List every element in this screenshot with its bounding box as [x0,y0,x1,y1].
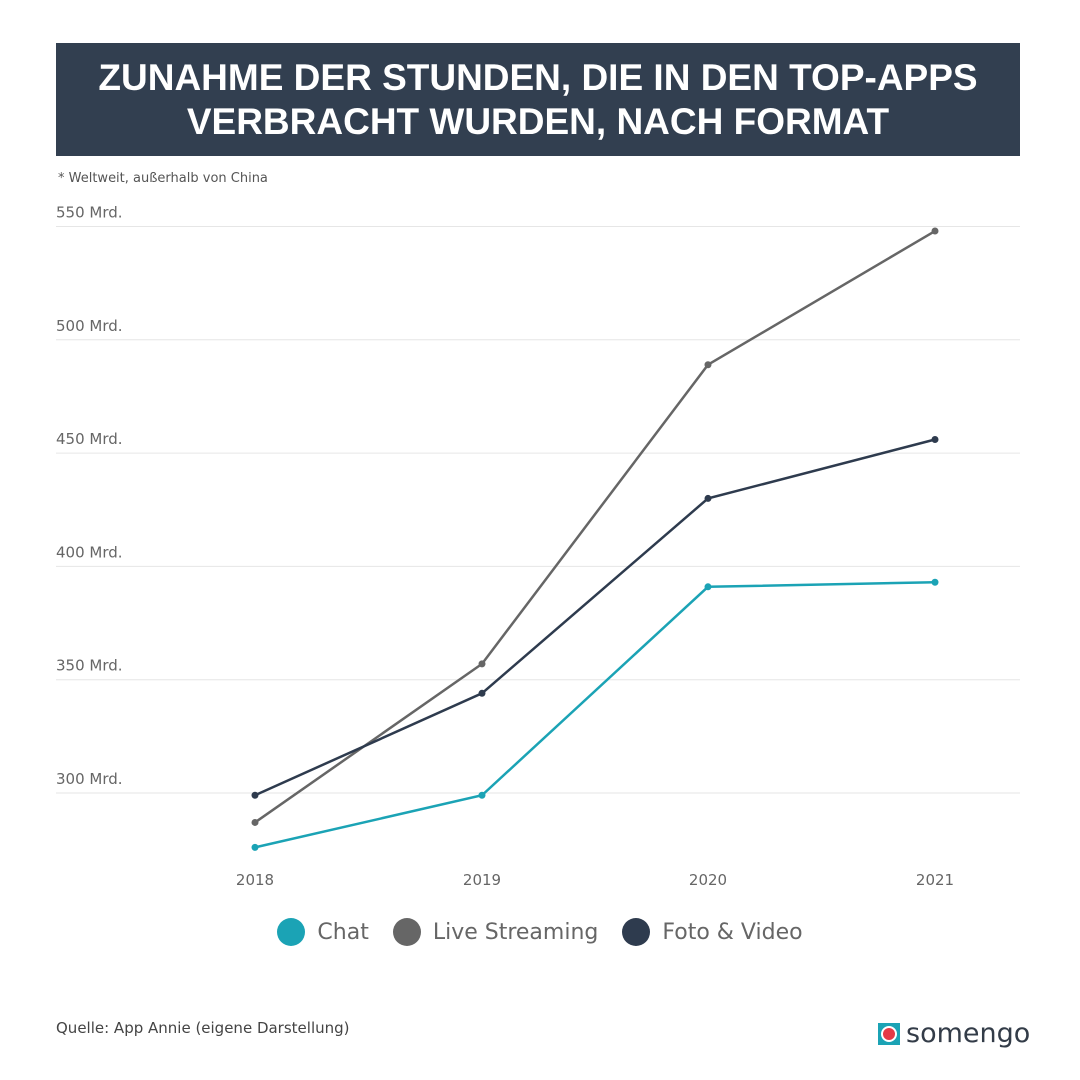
title-line-2: VERBRACHT WURDEN, NACH FORMAT [186,100,890,142]
data-point [931,436,939,444]
x-tick-label: 2019 [463,871,501,889]
logo-text: somengo [906,1018,1031,1049]
chart-title: ZUNAHME DER STUNDEN, DIE IN DEN TOP-APPS… [56,43,1020,156]
legend-item: Chat [277,918,369,946]
x-tick-label: 2018 [236,871,274,889]
legend: Chat Live Streaming Foto & Video [0,918,1080,946]
x-tick-label: 2020 [689,871,727,889]
y-tick-label: 550 Mrd. [56,204,123,222]
legend-marker [622,918,651,946]
series-line-chat [254,581,936,849]
somengo-logo: somengo [878,1018,1030,1049]
y-tick-label: 300 Mrd. [56,770,123,788]
x-tick-label: 2021 [916,871,954,889]
data-point [931,227,939,235]
data-point [478,689,486,697]
legend-marker [277,918,306,946]
legend-item: Live Streaming [392,918,599,946]
y-tick-label: 450 Mrd. [56,430,123,448]
y-tick-label: 400 Mrd. [56,543,123,561]
footnote: * Weltweit, außerhalb von China [58,171,268,186]
data-point [251,843,259,851]
data-point [704,361,712,369]
legend-label: Live Streaming [432,919,599,945]
data-point [704,583,712,591]
data-point [704,494,712,502]
y-tick-label: 350 Mrd. [56,657,123,675]
source-text: Quelle: App Annie (eigene Darstellung) [56,1019,350,1037]
title-line-1: ZUNAHME DER STUNDEN, DIE IN DEN TOP-APPS [98,56,978,98]
data-point [931,578,939,586]
data-point [478,660,486,668]
legend-label: Foto & Video [662,919,803,945]
logo-icon [878,1022,900,1045]
legend-marker [392,918,421,946]
series-line-live-streaming [254,229,936,824]
legend-item: Foto & Video [622,918,803,946]
data-point [251,818,259,826]
data-point [251,791,259,799]
legend-label: Chat [317,919,369,945]
y-tick-label: 500 Mrd. [56,317,123,335]
series-line-foto-video [254,438,936,797]
data-point [478,791,486,799]
